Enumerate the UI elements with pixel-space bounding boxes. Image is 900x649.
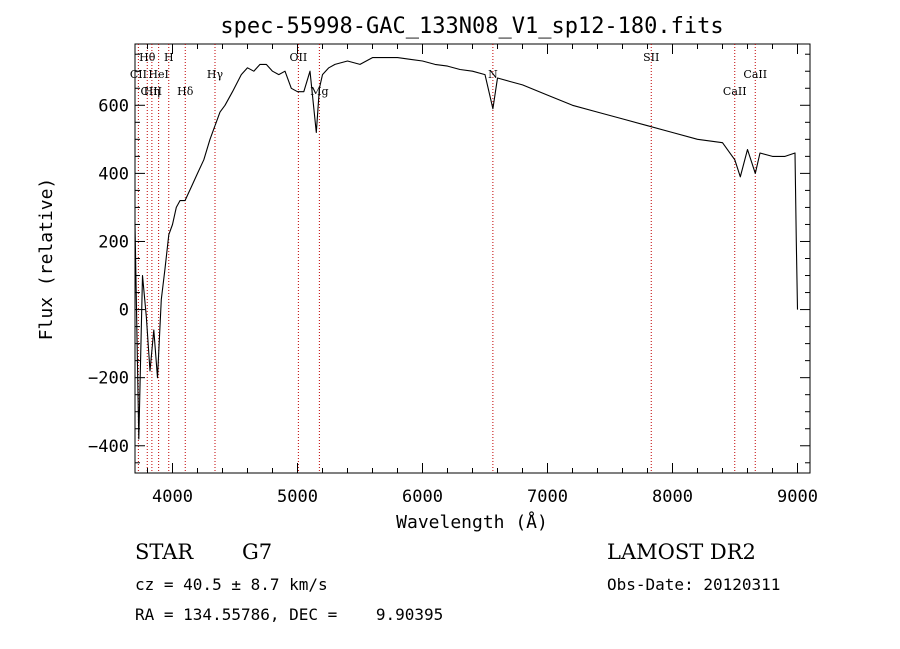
y-tick-label: 0: [119, 301, 129, 321]
spectral-line-label: Hγ: [207, 68, 224, 81]
spectral-line-label: Hθ: [139, 51, 156, 64]
spectral-line-label: HeI: [148, 68, 168, 81]
x-tick-label: 8000: [652, 487, 693, 507]
x-tick-label: 7000: [527, 487, 568, 507]
y-tick-label: −200: [88, 369, 129, 389]
spectral-line-label: N: [488, 68, 498, 81]
observation-date: Obs-Date: 20120311: [607, 575, 781, 594]
y-tick-label: 600: [98, 96, 129, 116]
y-tick-label: 200: [98, 232, 129, 252]
object-class: STAR: [135, 540, 194, 564]
survey-name: LAMOST DR2: [607, 540, 756, 564]
spectral-line-label: H: [164, 51, 174, 64]
y-axis-label: Flux (relative): [36, 178, 57, 341]
spectral-line-label: Hδ: [177, 85, 194, 98]
x-axis-label: Wavelength (Å): [396, 511, 548, 533]
spectral-line-label: Hη: [144, 85, 160, 98]
spectral-line-label: CII: [130, 68, 147, 81]
spectrum-chart: spec-55998-GAC_133N08_V1_sp12-180.fits H…: [36, 14, 818, 533]
spectral-line-label: CaII: [723, 85, 747, 98]
spectral-line-label: CIII: [141, 85, 162, 98]
x-tick-label: 9000: [777, 487, 818, 507]
spectral-line-label: CaII: [743, 68, 767, 81]
chart-title: spec-55998-GAC_133N08_V1_sp12-180.fits: [220, 14, 723, 39]
object-subclass: G7: [242, 540, 273, 564]
x-tick-label: 5000: [277, 487, 318, 507]
x-tick-label: 6000: [402, 487, 443, 507]
spectral-line-label: SII: [643, 51, 659, 64]
redshift-velocity: cz = 40.5 ± 8.7 km/s: [135, 575, 328, 594]
x-tick-label: 4000: [152, 487, 193, 507]
coordinates: RA = 134.55786, DEC = 9.90395: [135, 605, 444, 624]
y-tick-label: 400: [98, 164, 129, 184]
spectral-line-label: OII: [290, 51, 308, 64]
y-tick-label: −400: [88, 437, 129, 457]
spectrum-line: [134, 57, 799, 440]
plot-frame: [134, 43, 811, 474]
